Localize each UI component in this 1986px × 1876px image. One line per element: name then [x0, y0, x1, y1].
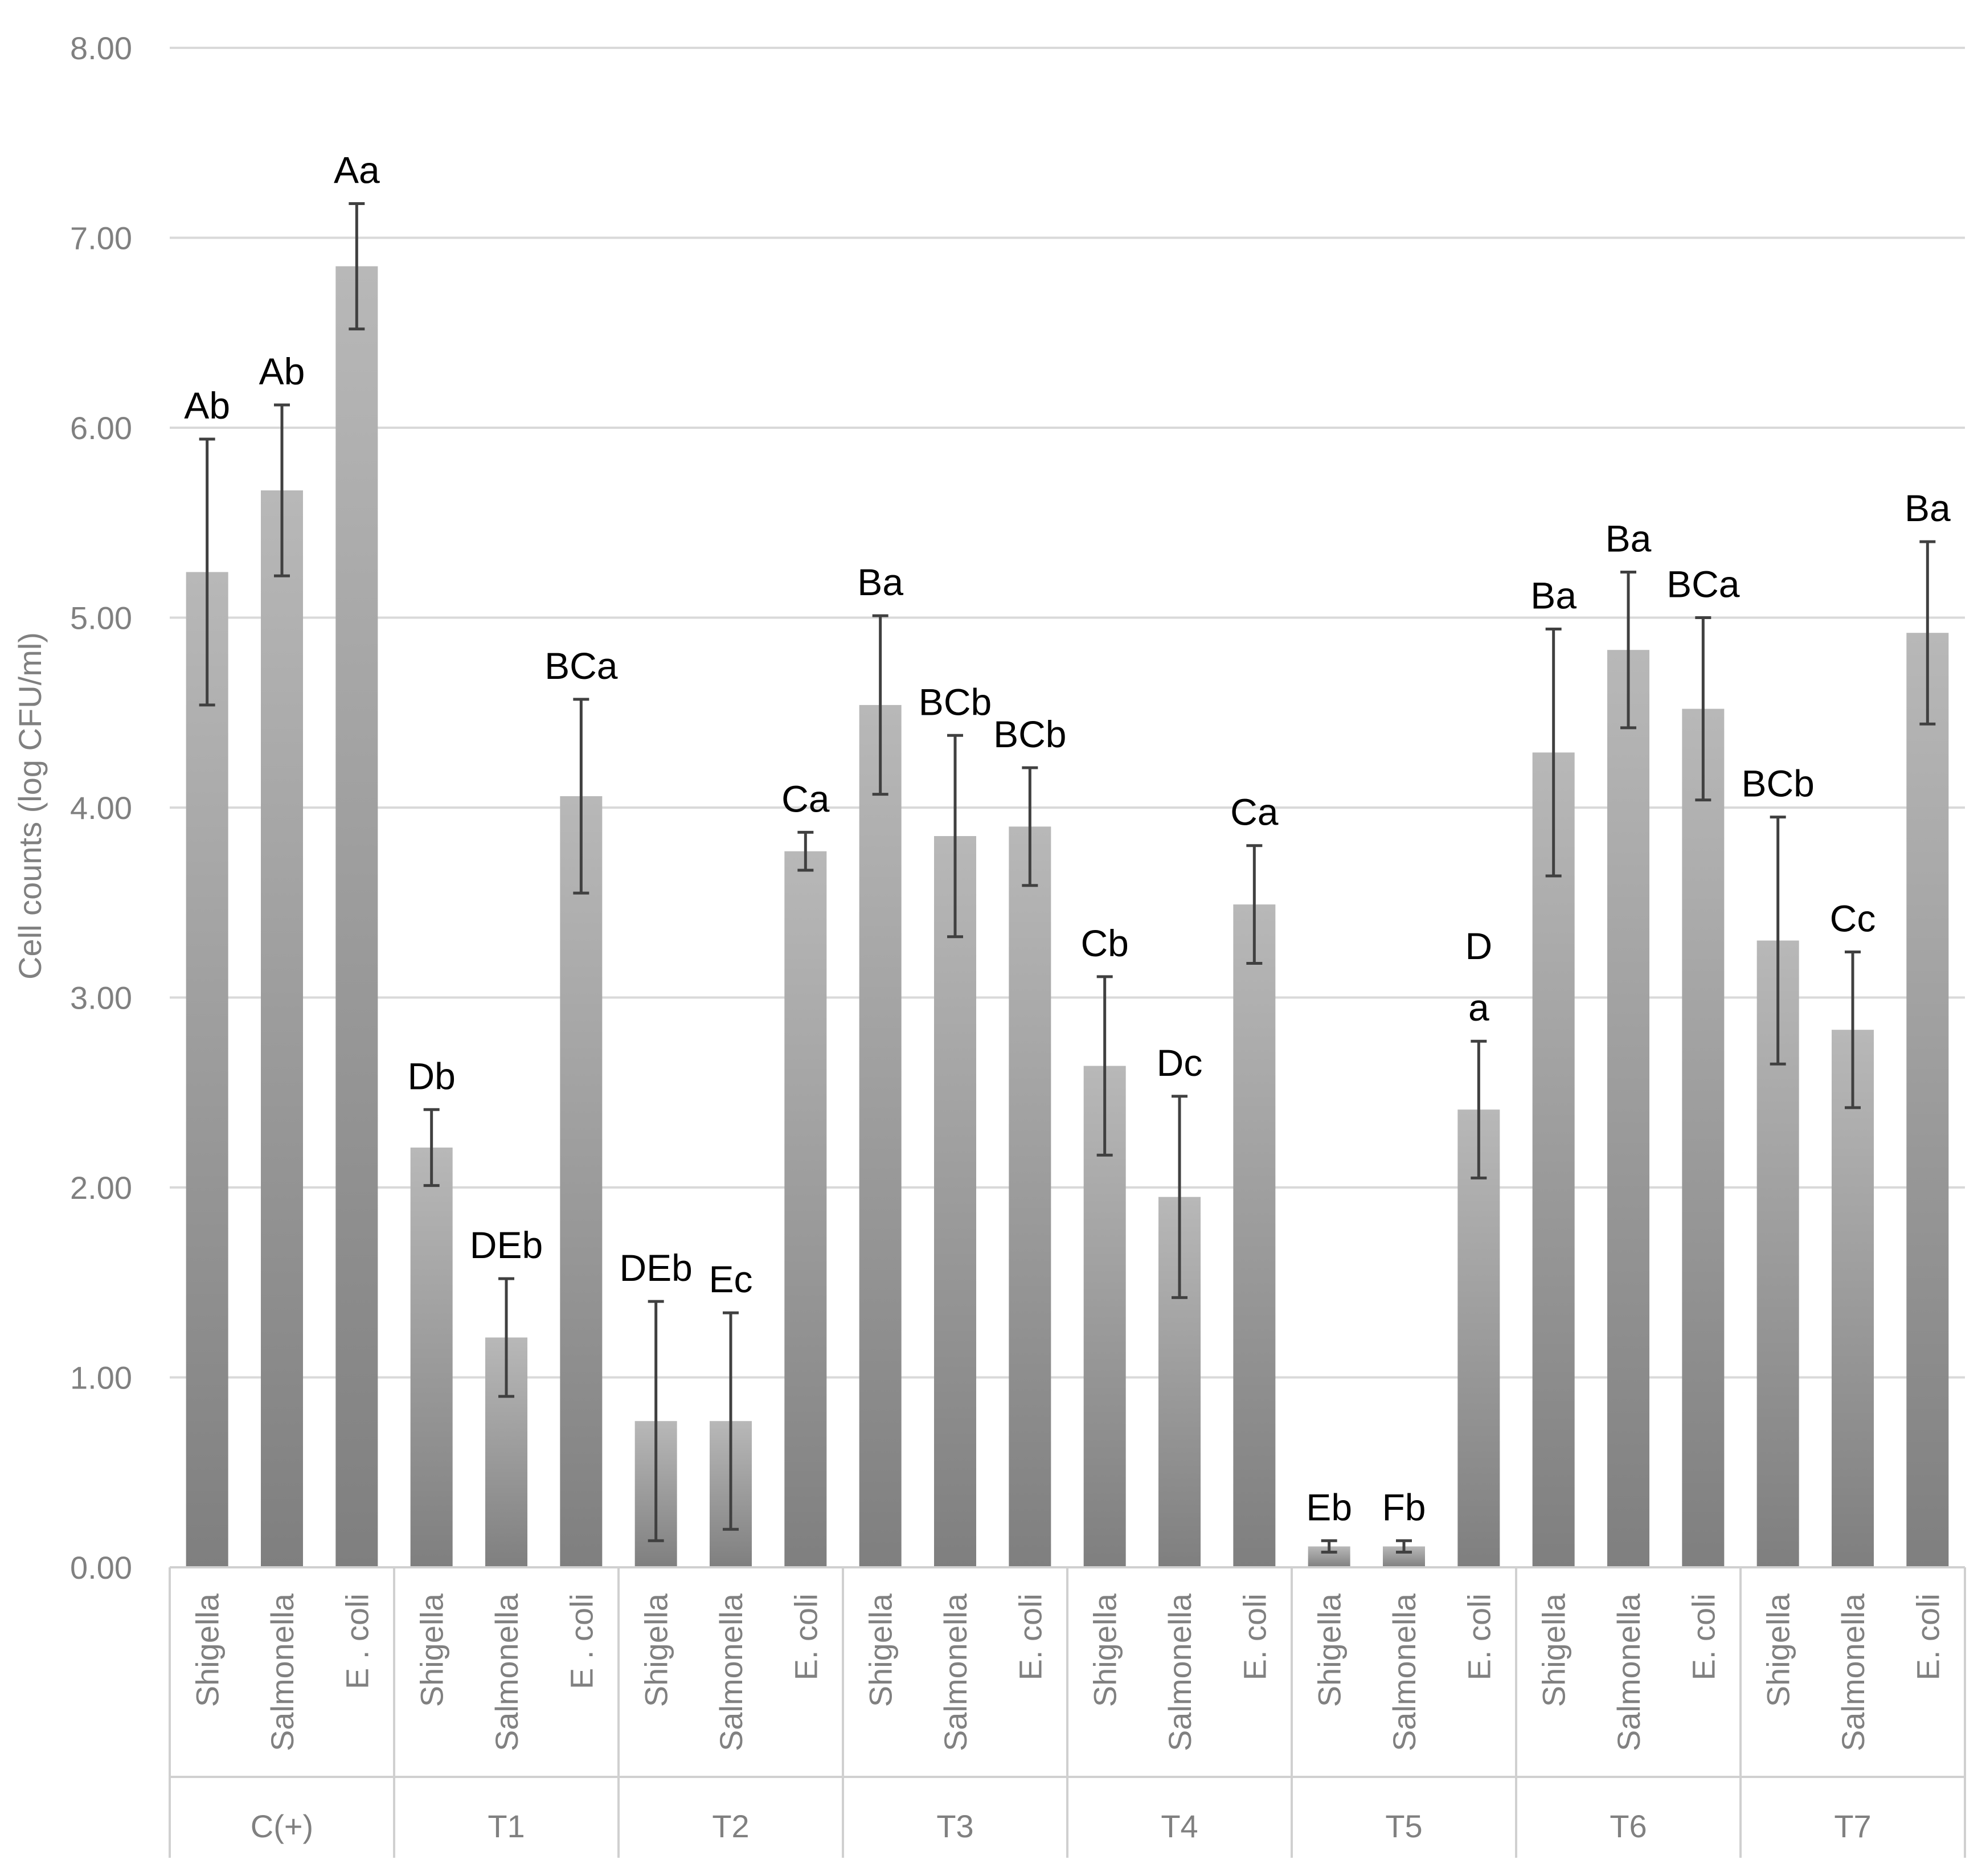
y-tick-label: 5.00	[70, 600, 132, 636]
x-category-label: E. coli	[1461, 1594, 1497, 1681]
x-category-label: E. coli	[1910, 1594, 1946, 1681]
data-label: BCb	[919, 681, 992, 723]
bar	[410, 1147, 453, 1567]
data-label: Ba	[1905, 487, 1951, 529]
x-group-label: T7	[1834, 1808, 1871, 1844]
x-category-label: Salmonella	[1162, 1593, 1198, 1751]
bar	[1832, 1030, 1874, 1567]
bar	[560, 796, 603, 1567]
x-group-label: T2	[712, 1808, 749, 1844]
data-label: BCa	[1666, 563, 1740, 605]
bar	[1906, 633, 1949, 1567]
y-tick-label: 3.00	[70, 980, 132, 1016]
data-label: a	[1468, 986, 1489, 1029]
data-label: Cc	[1830, 897, 1876, 939]
x-category-label: Salmonella	[1835, 1593, 1871, 1751]
bar	[934, 836, 976, 1567]
y-tick-label: 1.00	[70, 1360, 132, 1396]
data-label: Cb	[1080, 922, 1128, 964]
y-axis-title: Cell counts (log CFU/ml)	[12, 632, 48, 980]
x-category-label: Salmonella	[1611, 1593, 1647, 1751]
gridlines: 0.00 1.00 2.00 3.00 4.00 5.00 6.00 7.00 8.00	[70, 30, 1965, 1586]
x-group-label: T5	[1385, 1808, 1422, 1844]
bar	[186, 572, 228, 1568]
bar	[1457, 1109, 1500, 1567]
x-category-label: Salmonella	[264, 1593, 300, 1751]
data-label: BCb	[993, 713, 1066, 755]
x-category-label: E . coli	[563, 1594, 599, 1689]
x-category-label: E. coli	[1236, 1594, 1272, 1681]
x-category-label: Salmonella	[1386, 1593, 1422, 1751]
bar	[1682, 708, 1725, 1567]
data-label: Ab	[184, 384, 230, 427]
bar	[859, 704, 902, 1567]
x-category-label: E. coli	[1012, 1594, 1048, 1681]
data-label: Ca	[781, 777, 830, 820]
bar	[1233, 904, 1276, 1567]
x-category-label: E . coli	[339, 1594, 375, 1689]
x-group-label: T6	[1610, 1808, 1647, 1844]
x-category-label: E. coli	[788, 1594, 824, 1681]
x-category-label: Salmonella	[937, 1593, 973, 1751]
x-category-label: Shigella	[1536, 1593, 1572, 1707]
x-group-label: C(+)	[251, 1808, 313, 1844]
x-category-label: Shigella	[1760, 1593, 1796, 1707]
x-category-label: Shigella	[190, 1593, 226, 1707]
data-label: Eb	[1306, 1486, 1352, 1528]
x-category-label: Shigella	[863, 1593, 899, 1707]
x-category-label: Shigella	[1087, 1593, 1123, 1707]
x-group-label: T1	[488, 1808, 525, 1844]
data-label: Db	[407, 1055, 455, 1097]
data-label: Dc	[1157, 1042, 1203, 1084]
x-axis: C(+) Shigella Salmonella E . coli T1 Shigella…	[169, 1566, 1966, 1858]
y-tick-label: 2.00	[70, 1170, 132, 1206]
x-category-label: Shigella	[638, 1593, 674, 1707]
data-label: Aa	[334, 149, 380, 191]
data-label: BCb	[1741, 763, 1814, 805]
y-tick-label: 7.00	[70, 220, 132, 256]
data-label: Fb	[1382, 1486, 1426, 1528]
y-tick-label: 0.00	[70, 1550, 132, 1586]
data-label: D	[1465, 925, 1492, 967]
bar	[1532, 752, 1575, 1567]
x-category-label: Salmonella	[489, 1593, 525, 1751]
y-tick-label: 4.00	[70, 790, 132, 826]
bar	[784, 851, 827, 1567]
x-category-label: Shigella	[414, 1593, 450, 1707]
x-group-label: T4	[1161, 1808, 1198, 1844]
bar	[335, 266, 378, 1568]
x-category-label: Salmonella	[713, 1593, 749, 1751]
data-label: Ba	[1530, 575, 1576, 617]
x-category-label: Shigella	[1312, 1593, 1348, 1707]
y-tick-label: 8.00	[70, 30, 132, 66]
data-label: DEb	[470, 1224, 543, 1266]
y-tick-label: 6.00	[70, 410, 132, 446]
data-label: Ba	[1606, 517, 1652, 559]
data-label: Ca	[1230, 791, 1279, 833]
bar	[1607, 650, 1649, 1567]
data-label: BCa	[544, 645, 618, 687]
data-label: DEb	[619, 1247, 692, 1289]
x-group-label: T3	[936, 1808, 973, 1844]
x-category-label: E. coli	[1685, 1594, 1721, 1681]
bars	[186, 202, 1949, 1568]
bar	[261, 490, 303, 1568]
bar	[1009, 826, 1051, 1567]
data-label: Ba	[857, 561, 903, 603]
data-label: Ab	[259, 350, 305, 392]
data-label: Ec	[709, 1258, 752, 1300]
